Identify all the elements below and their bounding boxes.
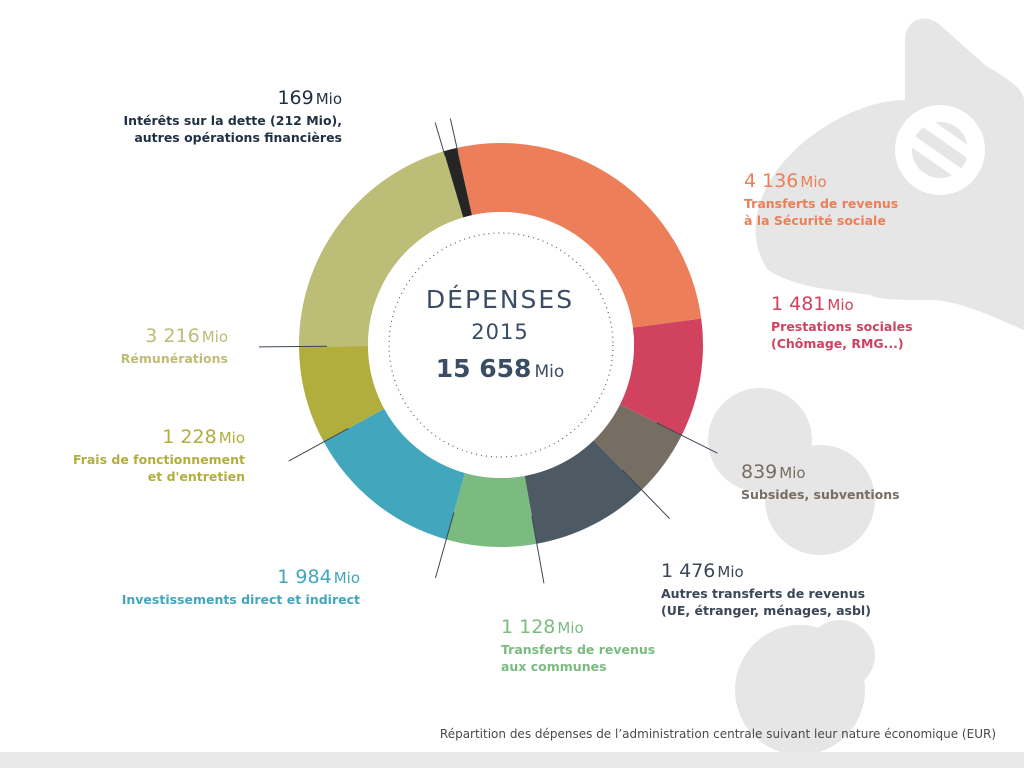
slice-value-unit: Mio (333, 569, 360, 587)
slice-label: 4 136 Mio Transferts de revenus à la Sécuri… (744, 170, 898, 229)
slice-value: 3 216 Mio (121, 325, 228, 349)
bottom-bar (0, 752, 1024, 768)
leader-line (656, 422, 718, 454)
leader-line (288, 428, 349, 462)
slice-value: 839 Mio (741, 461, 900, 485)
slice-value-number: 169 (277, 87, 314, 109)
slice-value-unit: Mio (827, 296, 854, 314)
slice-value-number: 839 (741, 461, 778, 483)
slice-description: Frais de fonctionnement (72, 451, 245, 467)
slice-label: 1 128 Mio Transferts de revenus aux commune… (501, 616, 655, 675)
slice-label: 1 481 Mio Prestations sociales (Chômage, RM… (771, 293, 913, 352)
chart-year: 2015 (471, 320, 529, 344)
donut-slice (446, 473, 537, 547)
slice-label: 1 476 Mio Autres transferts de revenus (UE,… (661, 560, 871, 619)
donut-slice (619, 318, 703, 436)
slice-value-unit: Mio (315, 90, 342, 108)
donut-slice (299, 151, 464, 347)
slice-description: Rémunérations (120, 350, 228, 366)
slice-label: 169 Mio Intérêts sur la dette (212 Mio), au… (124, 87, 342, 146)
leader-line (621, 469, 670, 519)
chart-total-value: 15 658 (435, 354, 532, 383)
slice-value: 1 476 Mio (661, 560, 871, 584)
donut-slice (593, 404, 682, 490)
slice-value-unit: Mio (800, 173, 827, 191)
slice-description: Transferts de revenus (744, 195, 899, 211)
slice-value-unit: Mio (557, 619, 584, 637)
slice-label: 3 216 Mio Rémunérations (121, 325, 228, 366)
chart-caption: Répartition des dépenses de l’administra… (439, 727, 996, 741)
slice-value: 1 128 Mio (501, 616, 655, 640)
leader-line (434, 122, 446, 157)
donut-slice (443, 147, 472, 218)
euro-icon (895, 105, 985, 195)
leader-line (434, 512, 455, 579)
slice-value-unit: Mio (218, 429, 245, 447)
slice-value-number: 4 136 (744, 170, 799, 192)
slice-value: 1 984 Mio (122, 566, 360, 590)
slice-value-number: 1 481 (771, 293, 826, 315)
slice-value: 1 481 Mio (771, 293, 913, 317)
slice-description: Intérêts sur la dette (212 Mio), (123, 112, 342, 128)
donut-slice (456, 143, 702, 328)
chart-total-unit: Mio (534, 362, 565, 382)
slice-description: (UE, étranger, ménages, asbl) (661, 603, 871, 619)
slice-value-unit: Mio (717, 563, 744, 581)
slice-value-unit: Mio (779, 464, 806, 482)
leader-line (449, 118, 459, 153)
slice-label: 1 228 Mio Frais de fonctionnement et d'entr… (73, 426, 245, 485)
slice-value-number: 1 984 (277, 566, 332, 588)
chart-title: DÉPENSES (425, 285, 575, 314)
chart-total: 15 658 Mio (400, 354, 600, 383)
inner-dotted-ring (388, 232, 614, 458)
slice-value: 1 228 Mio (73, 426, 245, 450)
leader-line (259, 345, 328, 348)
slice-description: à la Sécurité sociale (744, 213, 886, 229)
slice-description: Subsides, subventions (741, 486, 900, 502)
slice-label: 839 Mio Subsides, subventions (741, 461, 900, 502)
slice-label: 1 984 Mio Investissements direct et indire… (122, 566, 360, 607)
coin-circles (708, 388, 875, 755)
chart-center: DÉPENSES 2015 15 658 Mio (400, 285, 600, 383)
slice-description: autres opérations financières (134, 130, 342, 146)
slice-value: 4 136 Mio (744, 170, 898, 194)
piggy-bank-icon (755, 18, 1024, 331)
donut-slice (299, 346, 385, 442)
slice-description: Investissements direct et indirect (121, 591, 360, 607)
leader-line (531, 516, 545, 584)
slice-value-number: 1 128 (501, 616, 556, 638)
slice-value-number: 3 216 (145, 325, 200, 347)
slice-description: Autres transferts de revenus (661, 585, 866, 601)
slice-description: (Chômage, RMG...) (771, 336, 904, 352)
slice-value: 169 Mio (124, 87, 342, 111)
slice-description: Transferts de revenus (501, 641, 656, 657)
donut-slice (323, 408, 465, 540)
slice-value-number: 1 228 (162, 426, 217, 448)
slice-value-unit: Mio (201, 328, 228, 346)
slice-value-number: 1 476 (661, 560, 716, 582)
slice-description: aux communes (501, 659, 607, 675)
slice-description: Prestations sociales (771, 318, 913, 334)
donut-slice (524, 440, 642, 544)
slice-description: et d'entretien (147, 469, 245, 485)
donut-hole (368, 212, 634, 478)
